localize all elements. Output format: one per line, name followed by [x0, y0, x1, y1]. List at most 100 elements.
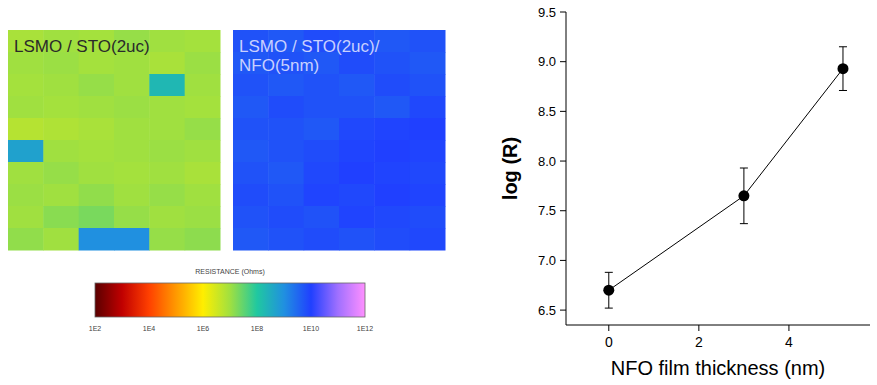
heatmap-cell: [8, 140, 44, 163]
heatmap-cell: [185, 184, 221, 207]
series-line: [609, 69, 843, 291]
heatmap-cell: [339, 96, 375, 119]
colorbar-tick-label: 1E2: [89, 325, 102, 332]
heatmap-cell: [374, 228, 410, 251]
colorbar-tick-label: 1E8: [251, 325, 264, 332]
heatmap-cell: [43, 140, 79, 163]
heatmap-cell: [79, 74, 115, 97]
heatmap-cell: [8, 184, 44, 207]
heatmap-cell: [43, 206, 79, 229]
heatmap-cell: [8, 206, 44, 229]
heatmap-cell: [410, 52, 446, 75]
heatmap-cell: [304, 228, 340, 251]
heatmap-cell: [8, 228, 44, 251]
heatmap-cell: [149, 140, 185, 163]
title-line: LSMO / STO(2uc)/: [239, 37, 380, 56]
heatmap-cell: [43, 228, 79, 251]
heatmap-cell: [374, 140, 410, 163]
x-axis-title: NFO film thickness (nm): [611, 357, 825, 379]
data-point: [837, 63, 848, 74]
heatmap-cell: [410, 140, 446, 163]
heatmap-cell: [268, 162, 304, 185]
x-tick: [698, 325, 699, 331]
heatmap-cell: [114, 96, 150, 119]
heatmap-cell: [79, 206, 115, 229]
data-point: [603, 285, 614, 296]
colorbar: [95, 283, 365, 317]
x-tick: [788, 325, 789, 331]
error-cap: [740, 223, 748, 224]
heatmap-cell: [410, 118, 446, 141]
error-cap: [740, 168, 748, 169]
heatmap-cell: [149, 184, 185, 207]
heatmap-cell: [114, 228, 150, 251]
heatmap-cell: [43, 118, 79, 141]
y-tick-label: 8.0: [538, 154, 556, 169]
y-tick-label: 6.5: [538, 303, 556, 318]
heatmap-cell: [304, 162, 340, 185]
heatmap-cell: [79, 162, 115, 185]
heatmap-cell: [233, 184, 269, 207]
error-cap: [839, 90, 847, 91]
colorbar-tick-label: 1E6: [197, 325, 210, 332]
heatmap-cell: [233, 74, 269, 97]
heatmap-cell: [233, 162, 269, 185]
heatmap-cell: [185, 74, 221, 97]
colorbar-label: RESISTANCE (Ohms): [195, 268, 265, 276]
y-tick-label: 9.5: [538, 5, 556, 20]
heatmap-cell: [114, 184, 150, 207]
heatmap-cell: [149, 118, 185, 141]
heatmap-cell: [268, 184, 304, 207]
heatmap-cell: [374, 118, 410, 141]
heatmap-cell: [304, 206, 340, 229]
error-cap: [605, 308, 613, 309]
figure: LSMO / STO(2uc) LSMO / STO(2uc)/NFO(5nm) R…: [0, 0, 877, 385]
heatmap-cell: [149, 206, 185, 229]
heatmap-cell: [268, 140, 304, 163]
heatmap-cell: [374, 52, 410, 75]
y-tick-label: 9.0: [538, 54, 556, 69]
heatmap-cell: [268, 228, 304, 251]
heatmap-cell: [374, 74, 410, 97]
heatmap-cell: [43, 96, 79, 119]
heatmap-cell: [233, 96, 269, 119]
heatmap-cell: [43, 74, 79, 97]
colorbar-tick-label: 1E4: [143, 325, 156, 332]
heatmap-cell: [114, 162, 150, 185]
x-tick-label: 4: [785, 334, 793, 350]
heatmap-cell: [374, 184, 410, 207]
heatmap-cell: [149, 228, 185, 251]
panel-title: LSMO / STO(2uc): [14, 37, 150, 56]
heatmap-cell: [410, 74, 446, 97]
error-cap: [605, 272, 613, 273]
x-axis: [566, 325, 870, 326]
heatmap-cell: [339, 184, 375, 207]
heatmap-cell: [233, 206, 269, 229]
heatmap-cell: [374, 206, 410, 229]
heatmap-cell: [233, 228, 269, 251]
heatmap-cell: [304, 118, 340, 141]
x-tick-label: 0: [605, 334, 613, 350]
heatmap-cell: [149, 30, 185, 53]
heatmap-cell: [339, 74, 375, 97]
y-tick: [560, 111, 566, 112]
heatmap-cell: [233, 118, 269, 141]
y-tick-label: 7.5: [538, 203, 556, 218]
panel-title: LSMO / STO(2uc)/NFO(5nm): [239, 37, 380, 75]
heatmap-panel: LSMO / STO(2uc): [8, 30, 221, 251]
heatmap-cell: [339, 228, 375, 251]
y-tick: [560, 210, 566, 211]
title-line: LSMO / STO(2uc): [14, 37, 150, 56]
heatmap-cell: [8, 96, 44, 119]
line-chart: 6.57.07.58.08.59.09.5024NFO film thickne…: [499, 5, 870, 380]
heatmap-cell: [185, 30, 221, 53]
heatmap-cell: [185, 140, 221, 163]
heatmap-cell: [149, 162, 185, 185]
heatmap-cell: [410, 184, 446, 207]
heatmap-cell: [185, 206, 221, 229]
heatmap-cell: [339, 118, 375, 141]
x-tick: [608, 325, 609, 331]
heatmap-cell: [185, 162, 221, 185]
heatmap-cell: [304, 74, 340, 97]
y-tick: [560, 12, 566, 13]
